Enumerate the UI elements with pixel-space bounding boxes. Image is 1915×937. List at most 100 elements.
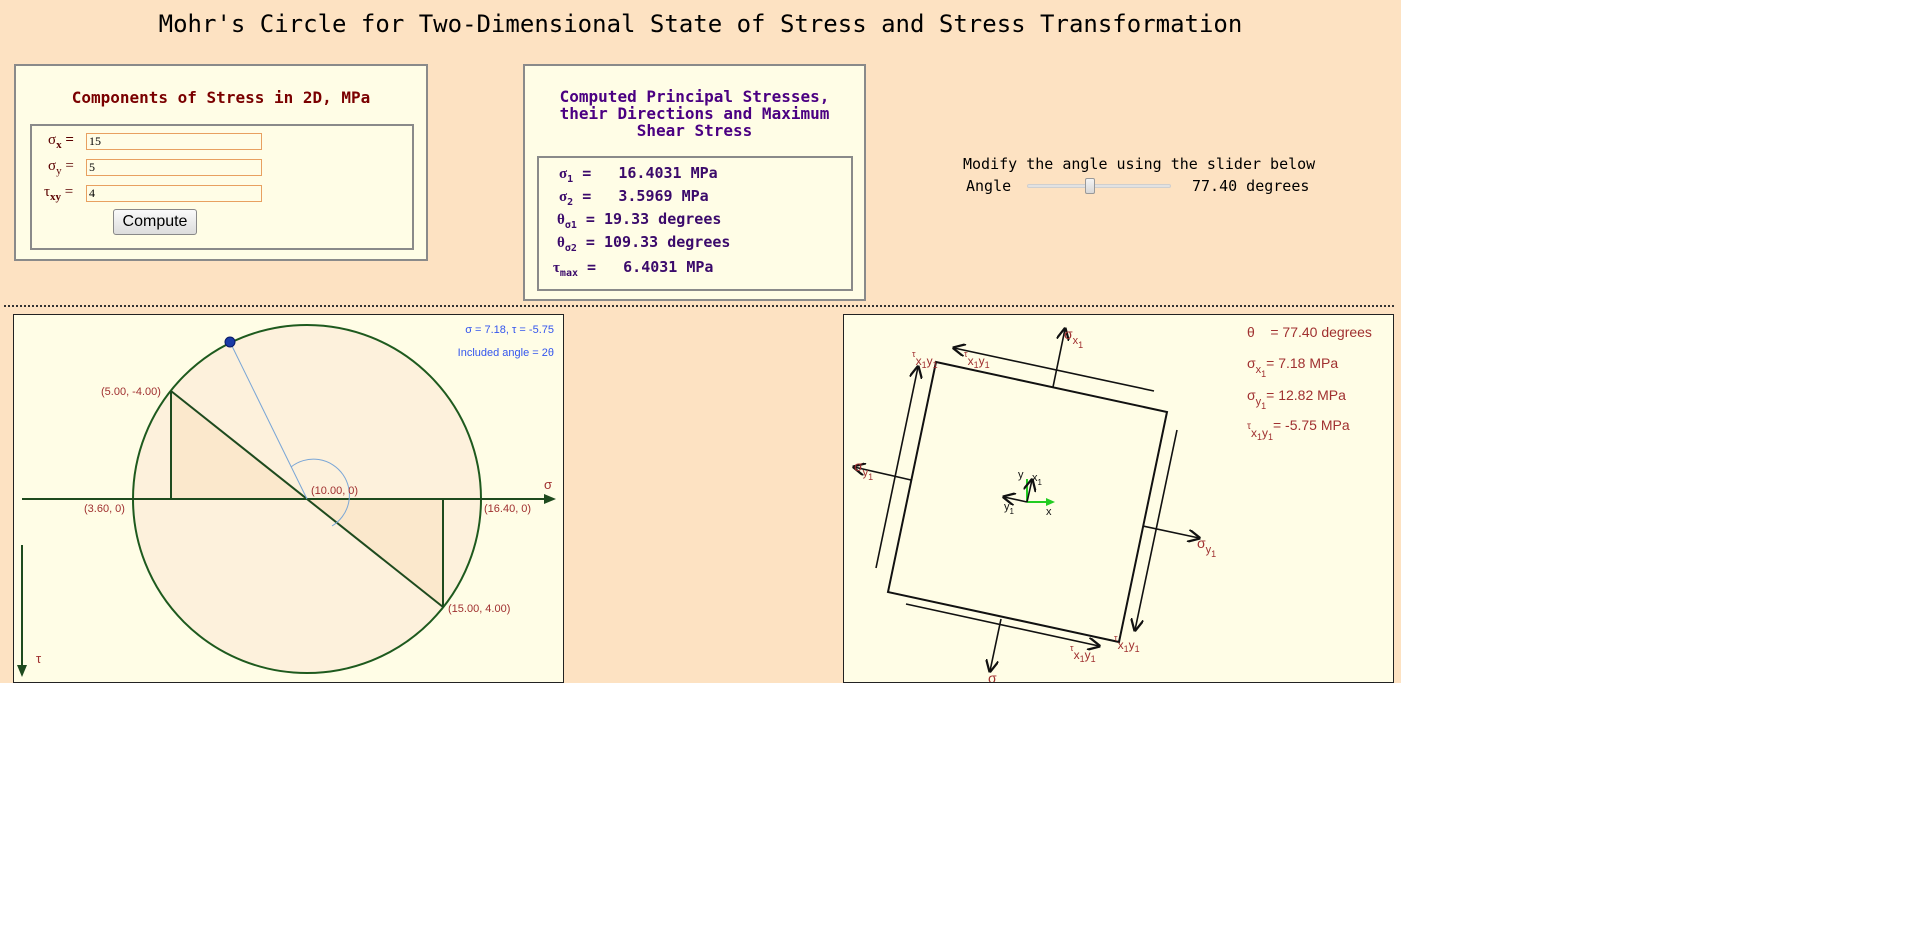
current-state-point[interactable] <box>224 336 236 348</box>
results-heading: Computed Principal Stresses, their Direc… <box>525 88 864 139</box>
t4-x: x <box>1118 638 1124 652</box>
angle-value: 77.40 degrees <box>1192 177 1310 195</box>
sigma-x-input[interactable] <box>86 133 262 150</box>
sigma-y-eq: = <box>65 158 74 174</box>
readout-text: σ = 7.18, τ = -5.75 <box>465 324 554 336</box>
tau-x1y1-readout: τx1y1= -5.75 MPa <box>1247 417 1350 442</box>
txr-1b: 1 <box>1268 432 1273 442</box>
point-b-label: (15.00, 4.00) <box>448 603 510 615</box>
input-fields-box: σx = σy = τxy = <box>30 124 414 250</box>
tau-xy-sub: xy <box>50 191 62 203</box>
stress-element-canvas: x y x1 y1 σx1 σx σy1 σy1 τx1y1 τx1y1 τx1… <box>843 314 1394 683</box>
sigma-x1-arrow-top <box>1052 329 1065 388</box>
stress-element-svg: x y x1 y1 σx1 σx σy1 σy1 τx1y1 τx1y1 τx1… <box>844 324 1372 683</box>
tau-left-arrow <box>875 367 918 569</box>
t3-1: 1 <box>1080 654 1085 664</box>
input-panel-heading: Components of Stress in 2D, MPa <box>71 88 371 107</box>
slider-track <box>1027 184 1171 188</box>
y1-axis-sub: 1 <box>1010 507 1015 516</box>
app-window: Mohr's Circle for Two-Dimensional State … <box>0 0 1401 683</box>
sigma2-value: = 3.5969 MPa <box>582 187 709 205</box>
x1-axis-letter: x <box>1032 472 1038 484</box>
results-heading-line-1: Computed Principal Stresses, <box>559 87 830 106</box>
x-axis-arrowhead <box>1046 498 1055 506</box>
sigma-x1-bottom-label: σx <box>988 670 1003 683</box>
center-label: (10.00, 0) <box>311 485 358 497</box>
x1-axis-arrow <box>1027 480 1032 503</box>
taumax-sub: max <box>559 268 578 279</box>
sy1l-1: 1 <box>868 472 873 482</box>
sigma-x1-arrow-bottom <box>990 618 1002 671</box>
sy1l-y: y <box>863 467 869 479</box>
tau-label-4: τx1y1 <box>1114 633 1140 654</box>
sigma-x-symbol: σ <box>48 132 57 148</box>
t1-tau: τ <box>912 349 916 359</box>
compute-button[interactable]: Compute <box>113 209 197 235</box>
tau-top-arrow <box>954 348 1155 392</box>
slider-instruction: Modify the angle using the slider below <box>963 155 1316 173</box>
left-intercept-label: (3.60, 0) <box>84 503 125 515</box>
t4-1: 1 <box>1124 644 1129 654</box>
sigma-y-sub: y <box>56 165 62 177</box>
sigma1-sub: 1 <box>567 174 574 185</box>
angle-arc <box>290 458 350 527</box>
sxr-x: x <box>1256 364 1262 376</box>
angle-slider[interactable] <box>1027 178 1171 194</box>
sigma-axis-arrow <box>544 494 556 504</box>
syr-value: = 12.82 MPa <box>1266 387 1346 403</box>
mohr-circle-canvas[interactable]: σ = 7.18, τ = -5.75 Included angle = 2θ … <box>13 314 564 683</box>
tau-label-3: τx1y1 <box>1070 643 1096 664</box>
t1-1: 1 <box>922 360 927 370</box>
t4-tau: τ <box>1114 633 1118 643</box>
sigma-y-input[interactable] <box>86 159 262 176</box>
t3-y: y <box>1085 648 1091 662</box>
t4-y: y <box>1129 638 1135 652</box>
sigma-y1-right-label: σy1 <box>1197 535 1216 559</box>
sxr-1: 1 <box>1261 369 1266 379</box>
tau-xy-label: τxy = <box>44 184 73 203</box>
y1-axis-arrow <box>1004 497 1028 502</box>
txr-1: 1 <box>1257 432 1262 442</box>
t4-1b: 1 <box>1135 644 1140 654</box>
section-divider <box>4 305 1394 307</box>
sy1r-y: y <box>1206 544 1212 556</box>
tau-axis-arrow <box>17 665 27 677</box>
y1-axis-letter: y <box>1004 501 1010 513</box>
sigma2-row: σ2 = 3.5969 MPa <box>559 187 709 208</box>
t2-y: y <box>979 354 985 368</box>
tau-label-1: τx1y1 <box>912 349 938 370</box>
theta1-sub: σ1 <box>564 220 577 231</box>
t2-tau: τ <box>964 349 968 359</box>
sx1t-1: 1 <box>1078 340 1083 350</box>
sigma1-value: = 16.4031 MPa <box>582 164 718 182</box>
point-a-label: (5.00, -4.00) <box>101 386 161 398</box>
x1-axis-sub: 1 <box>1038 478 1043 487</box>
sigma-axis-label: σ <box>544 477 552 492</box>
sy1r-sigma: σ <box>1197 535 1206 551</box>
sigma-y-symbol: σ <box>48 158 57 174</box>
results-panel: Computed Principal Stresses, their Direc… <box>523 64 866 301</box>
theta2-sub: σ2 <box>564 243 577 254</box>
sxr-sigma: σ <box>1247 355 1256 371</box>
tau-xy-symbol: τ <box>44 184 51 200</box>
syr-1: 1 <box>1261 401 1266 411</box>
t3-tau: τ <box>1070 643 1074 653</box>
included-angle-text: Included angle = 2θ <box>458 347 554 359</box>
tau-xy-input[interactable] <box>86 185 262 202</box>
slider-thumb[interactable] <box>1085 178 1095 194</box>
sigma1-symbol: σ <box>559 166 568 182</box>
taumax-value: = 6.4031 MPa <box>587 258 714 276</box>
results-box: σ1 = 16.4031 MPa σ2 = 3.5969 MPa θσ1 = 1… <box>537 156 853 291</box>
sigma-x1-readout: σx1= 7.18 MPa <box>1247 355 1338 379</box>
mohr-circle-svg: σ = 7.18, τ = -5.75 Included angle = 2θ … <box>17 324 556 677</box>
sx1t-sigma: σ <box>1064 326 1073 342</box>
sx1b-x: x <box>997 679 1003 683</box>
theta1-symbol: θ <box>557 212 565 228</box>
sx1b-sigma: σ <box>988 670 997 683</box>
sigma2-sub: 2 <box>567 197 574 208</box>
sigma-x-eq: = <box>65 132 74 148</box>
rotated-radius <box>229 341 308 500</box>
txr-x: x <box>1251 426 1257 440</box>
right-intercept-label: (16.40, 0) <box>484 503 531 515</box>
txr-tau: τ <box>1247 421 1251 432</box>
